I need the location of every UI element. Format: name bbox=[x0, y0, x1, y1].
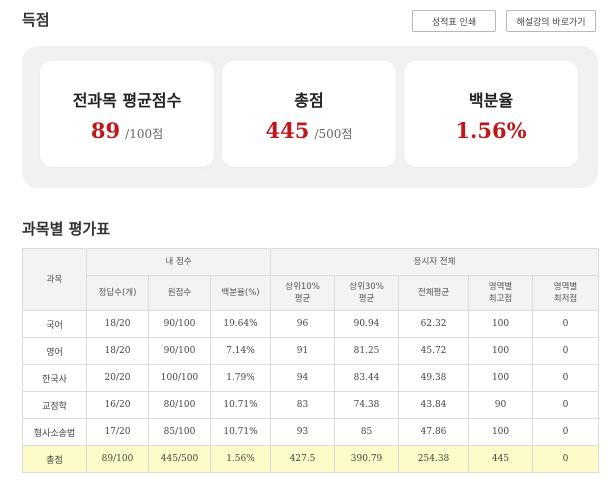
table-cell: 390.79 bbox=[334, 445, 400, 473]
table-cell: 100 bbox=[468, 364, 534, 392]
table-cell: 100 bbox=[468, 418, 534, 446]
total-score-card: 총점 445 /500점 bbox=[222, 61, 396, 167]
table-cell: 94 bbox=[270, 364, 336, 392]
table-cell: 80/100 bbox=[148, 391, 211, 419]
total-score-value: 445 /500점 bbox=[222, 118, 396, 143]
table-cell: 74.38 bbox=[334, 391, 400, 419]
table-cell: 93 bbox=[270, 418, 336, 446]
area-min-header: 영역별 최저점 bbox=[532, 275, 600, 311]
table-row: 국어 18/20 90/100 19.64% 96 90.94 62.32 100 0 bbox=[22, 310, 600, 338]
table-cell: 1.56% bbox=[209, 445, 272, 473]
table-cell: 47.86 bbox=[398, 418, 470, 446]
subject-cell: 한국사 bbox=[22, 364, 87, 392]
table-row: 교정학 16/20 80/100 10.71% 83 74.38 43.84 90 0 bbox=[22, 391, 600, 419]
table-cell: 0 bbox=[532, 445, 600, 473]
table-cell: 90/100 bbox=[148, 337, 211, 365]
table-cell: 427.5 bbox=[270, 445, 336, 473]
area-max-header: 영역별 최고점 bbox=[468, 275, 534, 311]
table-cell: 85 bbox=[334, 418, 400, 446]
table-row: 한국사 20/20 100/100 1.79% 94 83.44 49.38 100 0 bbox=[22, 364, 600, 392]
my-score-header: 내 점수 bbox=[85, 248, 272, 276]
table-cell: 100/100 bbox=[148, 364, 211, 392]
table-cell: 0 bbox=[532, 310, 600, 338]
table-cell: 90/100 bbox=[148, 310, 211, 338]
table-cell: 83 bbox=[270, 391, 336, 419]
commentary-lecture-button[interactable]: 해설강의 바로가기 bbox=[506, 10, 596, 32]
percentile-label: 백분율 bbox=[468, 91, 514, 110]
subject-eval-table: 과목 내 점수 응시자 전체 정답수(개) 원점수 백분율(%) 상위10% 평균 상위… bbox=[22, 248, 600, 473]
subject-cell: 총점 bbox=[22, 445, 87, 473]
score-summary-panel: 전과목 평균점수 89 /100점 총점 445 /500점 백분율 1.56% bbox=[22, 46, 598, 188]
average-score-value: 89 /100점 bbox=[40, 118, 214, 143]
table-cell: 7.14% bbox=[209, 337, 272, 365]
table-cell: 85/100 bbox=[148, 418, 211, 446]
total-score-unit: /500점 bbox=[314, 127, 353, 141]
table-cell: 254.38 bbox=[398, 445, 470, 473]
subject-cell: 형사소송법 bbox=[22, 418, 87, 446]
table-cell: 91 bbox=[270, 337, 336, 365]
table-cell: 96 bbox=[270, 310, 336, 338]
table-cell: 0 bbox=[532, 391, 600, 419]
average-score-number: 89 bbox=[90, 118, 121, 143]
table-cell: 43.84 bbox=[398, 391, 470, 419]
table-cell: 445 bbox=[468, 445, 534, 473]
subject-cell: 교정학 bbox=[22, 391, 87, 419]
average-score-unit: /100점 bbox=[125, 127, 164, 141]
subject-header: 과목 bbox=[22, 248, 87, 311]
table-cell: 0 bbox=[532, 337, 600, 365]
table-cell: 0 bbox=[532, 418, 600, 446]
average-score-card: 전과목 평균점수 89 /100점 bbox=[40, 61, 214, 167]
percentile-number: 1.56% bbox=[455, 118, 527, 143]
eval-table-body: 국어 18/20 90/100 19.64% 96 90.94 62.32 100 0 영어 18/… bbox=[22, 310, 600, 473]
score-section-title: 득점 bbox=[22, 11, 50, 29]
eval-section-title: 과목별 평가표 bbox=[22, 220, 111, 238]
table-cell: 20/20 bbox=[86, 364, 149, 392]
subject-cell: 국어 bbox=[22, 310, 87, 338]
print-report-button[interactable]: 성적표 인쇄 bbox=[412, 10, 496, 32]
table-row: 형사소송법 17/20 85/100 10.71% 93 85 47.86 100 0 bbox=[22, 418, 600, 446]
table-cell: 10.71% bbox=[209, 391, 272, 419]
total-score-number: 445 bbox=[265, 118, 310, 143]
table-cell: 1.79% bbox=[209, 364, 272, 392]
table-cell: 89/100 bbox=[86, 445, 149, 473]
top30-avg-header: 상위30% 평균 bbox=[334, 275, 400, 311]
table-cell: 83.44 bbox=[334, 364, 400, 392]
table-cell: 19.64% bbox=[209, 310, 272, 338]
table-cell: 90.94 bbox=[334, 310, 400, 338]
table-cell: 100 bbox=[468, 310, 534, 338]
my-percentile-header: 백분율(%) bbox=[209, 275, 272, 311]
table-cell: 100 bbox=[468, 337, 534, 365]
table-row: 영어 18/20 90/100 7.14% 91 81.25 45.72 100 0 bbox=[22, 337, 600, 365]
table-cell: 62.32 bbox=[398, 310, 470, 338]
table-cell: 18/20 bbox=[86, 310, 149, 338]
column-header-row: 정답수(개) 원점수 백분율(%) 상위10% 평균 상위30% 평균 전체평균 영역별 최… bbox=[23, 275, 600, 311]
table-cell: 90 bbox=[468, 391, 534, 419]
table-cell: 49.38 bbox=[398, 364, 470, 392]
table-cell: 18/20 bbox=[86, 337, 149, 365]
table-cell: 445/500 bbox=[148, 445, 211, 473]
top10-avg-header: 상위10% 평균 bbox=[270, 275, 336, 311]
raw-score-header: 원점수 bbox=[148, 275, 211, 311]
table-row: 총점 89/100 445/500 1.56% 427.5 390.79 254.38 445… bbox=[22, 445, 600, 473]
overall-avg-header: 전체평균 bbox=[398, 275, 470, 311]
table-cell: 81.25 bbox=[334, 337, 400, 365]
table-cell: 16/20 bbox=[86, 391, 149, 419]
all-examinees-header: 응시자 전체 bbox=[270, 248, 600, 276]
table-cell: 17/20 bbox=[86, 418, 149, 446]
average-score-label: 전과목 평균점수 bbox=[72, 91, 182, 110]
table-cell: 45.72 bbox=[398, 337, 470, 365]
table-cell: 0 bbox=[532, 364, 600, 392]
correct-count-header: 정답수(개) bbox=[86, 275, 149, 311]
subject-cell: 영어 bbox=[22, 337, 87, 365]
total-score-label: 총점 bbox=[294, 91, 324, 110]
percentile-value: 1.56% bbox=[404, 118, 578, 143]
percentile-card: 백분율 1.56% bbox=[404, 61, 578, 167]
table-cell: 10.71% bbox=[209, 418, 272, 446]
